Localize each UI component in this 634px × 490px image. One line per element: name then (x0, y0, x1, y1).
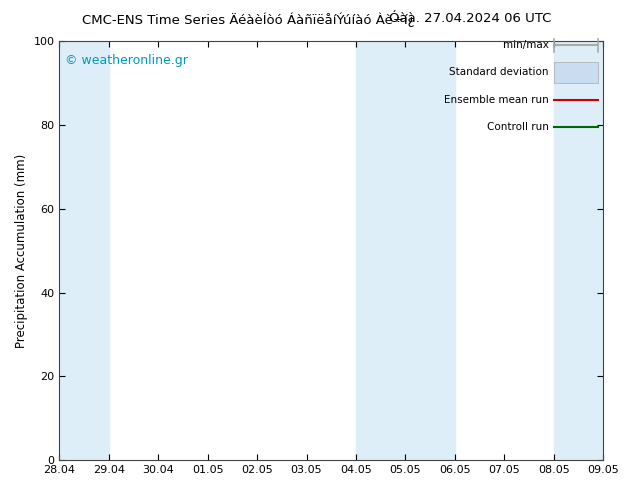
Bar (356, 41, 455, 460)
Bar (60, 41, 109, 460)
Bar (554, 62, 598, 83)
Bar (553, 41, 603, 460)
Text: Controll run: Controll run (487, 122, 549, 132)
Text: Standard deviation: Standard deviation (450, 68, 549, 77)
Y-axis label: Precipitation Accumulation (mm): Precipitation Accumulation (mm) (15, 153, 28, 348)
Text: © weatheronline.gr: © weatheronline.gr (65, 53, 188, 67)
Text: Óàà. 27.04.2024 06 UTC: Óàà. 27.04.2024 06 UTC (389, 12, 552, 25)
Text: Ensemble mean run: Ensemble mean run (444, 95, 549, 105)
Text: CMC-ENS Time Series ÄéàèÍòó ÁàñïëåíÝúíàó Àè÷í¿: CMC-ENS Time Series ÄéàèÍòó ÁàñïëåíÝúíàó… (82, 12, 415, 27)
Text: min/max: min/max (503, 40, 549, 50)
